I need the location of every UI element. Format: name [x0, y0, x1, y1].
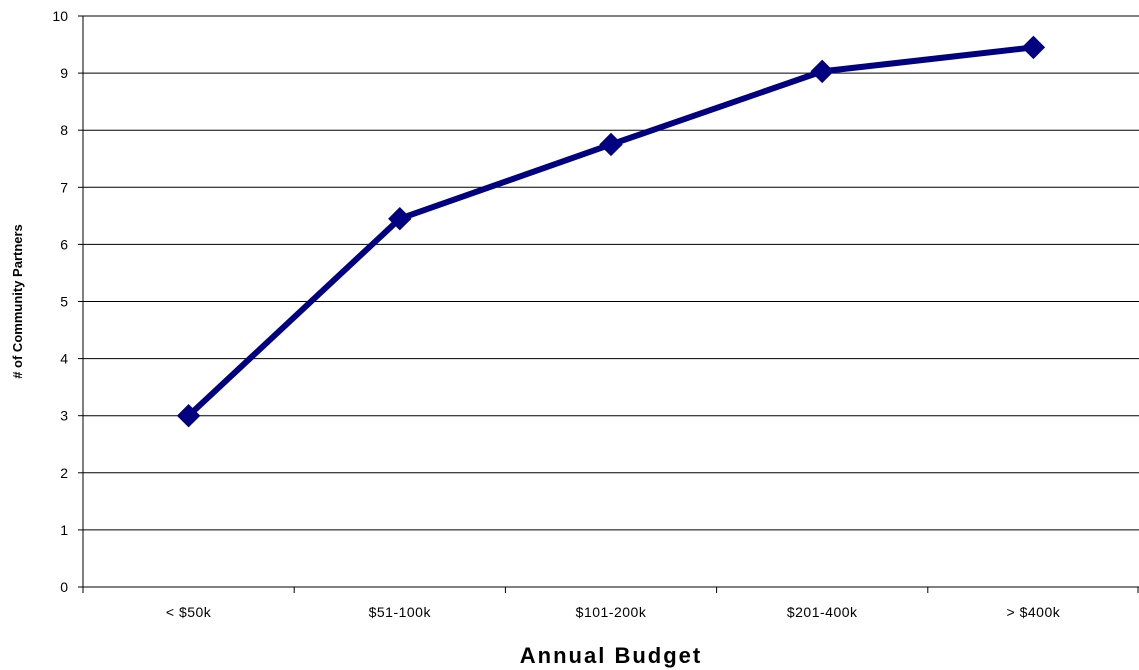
data-point-marker: [1021, 35, 1046, 60]
y-tick-label: 6: [60, 236, 68, 252]
y-axis-ticks: 0 1 2 3 4 5 6 7 8 9 10: [52, 8, 83, 595]
y-tick-label: 8: [60, 122, 68, 138]
y-tick-label: 9: [60, 65, 68, 81]
y-tick-label: 1: [60, 522, 68, 538]
y-tick-label: 2: [60, 465, 68, 481]
y-tick-label: 3: [60, 408, 68, 424]
y-axis-title: # of Community Partners: [10, 224, 25, 379]
data-point-marker: [599, 132, 623, 157]
x-axis-ticks: < $50k $51-100k $101-200k $201-400k > $400k: [82, 587, 1139, 620]
x-tick-label: $101-200k: [576, 604, 647, 620]
series-layer: [176, 35, 1046, 428]
data-point-marker: [810, 59, 834, 84]
x-tick-label: $51-100k: [369, 604, 432, 620]
series-line: [185, 44, 1037, 419]
x-tick-label: $201-400k: [787, 604, 858, 620]
x-tick-label: > $400k: [1007, 604, 1061, 620]
data-point-marker: [388, 206, 412, 231]
y-tick-label: 10: [52, 8, 68, 24]
y-tick-label: 0: [60, 579, 68, 595]
y-tick-label: 4: [60, 351, 68, 367]
gridlines: [83, 15, 1139, 531]
y-tick-label: 7: [60, 179, 68, 195]
x-tick-label: < $50k: [166, 604, 212, 620]
data-point-marker: [176, 403, 201, 428]
x-axis-title: Annual Budget: [520, 643, 702, 668]
y-tick-label: 5: [60, 294, 68, 310]
